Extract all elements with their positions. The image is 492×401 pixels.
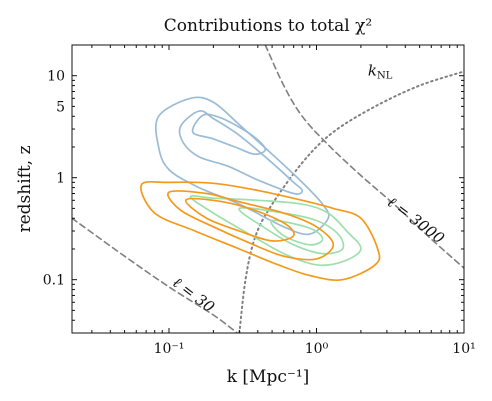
chart-title: Contributions to total χ² xyxy=(164,16,372,36)
x-tick-label: 10¹ xyxy=(452,341,475,357)
reference-line-3000 xyxy=(264,45,464,269)
reference-line-30 xyxy=(72,217,238,333)
contour-orange-2 xyxy=(167,190,335,261)
contour-green-2 xyxy=(238,206,345,255)
plot-area xyxy=(72,45,464,333)
annotation-3000: ℓ = 3000 xyxy=(384,193,448,248)
annotation-knl: kNL xyxy=(368,62,393,82)
y-axis-ticks: 0.1 1 5 10 xyxy=(43,44,464,334)
y-tick-label: 0.1 xyxy=(43,273,65,289)
axes-frame xyxy=(71,44,465,334)
contour-green-3 xyxy=(270,219,324,246)
x-axis-label: k [Mpc⁻¹] xyxy=(227,367,310,387)
contour-orange-1 xyxy=(140,180,381,281)
contour-blue-2 xyxy=(178,110,304,195)
reference-line-k-nl xyxy=(238,70,464,333)
annotation-30: ℓ = 30 xyxy=(169,273,218,316)
x-axis-ticks: 10⁻¹ 10⁰ 10¹ xyxy=(91,45,476,357)
y-tick-label: 10 xyxy=(47,69,65,85)
x-tick-label: 10⁻¹ xyxy=(154,341,185,357)
y-tick-label: 5 xyxy=(56,99,65,115)
x-tick-label: 10⁰ xyxy=(305,341,329,357)
contour-blue-1 xyxy=(154,96,330,236)
y-tick-label: 1 xyxy=(56,171,65,187)
contour-orange-3 xyxy=(184,197,295,242)
y-axis-label: redshift, z xyxy=(15,145,35,232)
contour-blue-3 xyxy=(191,113,267,156)
